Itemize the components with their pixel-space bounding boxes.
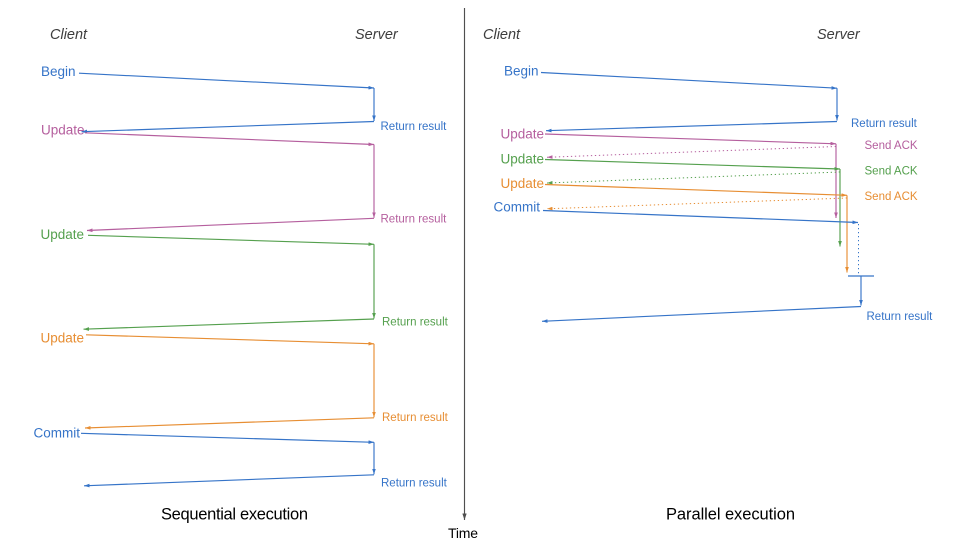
svg-text:Server: Server <box>817 27 861 43</box>
svg-text:Server: Server <box>355 27 399 43</box>
svg-text:Update: Update <box>41 227 85 242</box>
svg-text:Time: Time <box>448 525 478 540</box>
svg-text:Update: Update <box>41 123 85 138</box>
svg-text:Begin: Begin <box>504 64 539 79</box>
svg-text:Commit: Commit <box>494 200 541 215</box>
svg-text:Update: Update <box>41 331 85 346</box>
svg-text:Return result: Return result <box>382 412 449 424</box>
svg-text:Update: Update <box>501 127 545 142</box>
svg-text:Return result: Return result <box>381 121 448 133</box>
svg-text:Send ACK: Send ACK <box>865 140 918 152</box>
svg-text:Send ACK: Send ACK <box>865 166 918 178</box>
svg-text:Return result: Return result <box>867 311 934 323</box>
svg-text:Commit: Commit <box>34 426 81 441</box>
svg-text:Return result: Return result <box>382 317 449 329</box>
svg-text:Client: Client <box>50 27 88 43</box>
svg-text:Return result: Return result <box>381 478 448 490</box>
svg-text:Update: Update <box>501 176 545 191</box>
svg-text:Parallel execution: Parallel execution <box>666 506 795 524</box>
svg-text:Update: Update <box>501 152 545 167</box>
svg-text:Return result: Return result <box>851 118 918 130</box>
svg-text:Return result: Return result <box>381 214 448 226</box>
svg-text:Begin: Begin <box>41 64 76 79</box>
svg-text:Sequential execution: Sequential execution <box>161 506 308 524</box>
svg-text:Client: Client <box>483 27 521 43</box>
svg-text:Send ACK: Send ACK <box>865 191 918 203</box>
